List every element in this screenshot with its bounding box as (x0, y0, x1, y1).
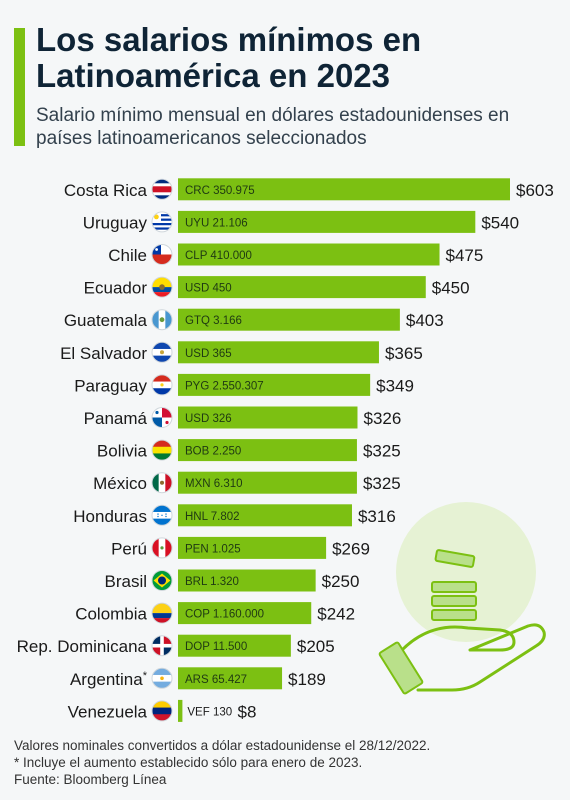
local-currency-label: PEN 1.025 (185, 543, 241, 555)
chart-subtitle: Salario mínimo mensual en dólares estado… (36, 105, 510, 149)
category-label: Rep. Dominicana (17, 637, 148, 656)
value-label: $325 (363, 442, 401, 461)
flag-bolivia-icon (152, 440, 172, 461)
value-label: $325 (363, 474, 401, 493)
flag-peru-icon (152, 537, 172, 558)
value-label: $403 (406, 311, 444, 330)
value-label: $205 (297, 637, 335, 656)
bar (178, 699, 183, 722)
bar (178, 308, 400, 331)
value-label: $242 (317, 605, 355, 624)
flag-brasil-icon (152, 570, 172, 591)
local-currency-label: USD 450 (185, 283, 232, 295)
bar (178, 634, 291, 657)
bar (178, 243, 440, 266)
bar (178, 667, 283, 690)
flag-honduras-icon (152, 505, 172, 526)
category-label: Bolivia (97, 442, 148, 461)
bar (178, 178, 510, 201)
value-label: $269 (332, 539, 370, 558)
bar (178, 276, 426, 299)
value-label: $540 (481, 213, 519, 232)
local-currency-label: USD 365 (185, 348, 232, 360)
footnote-conversion: Valores nominales convertidos a dólar es… (14, 738, 431, 753)
category-label: Costa Rica (64, 181, 148, 200)
local-currency-label: COP 1.160.000 (185, 609, 264, 621)
category-label: Argentina* (70, 670, 148, 689)
category-label: Guatemala (64, 311, 148, 330)
category-label: Venezuela (68, 702, 148, 721)
category-label: Perú (111, 539, 147, 558)
value-label: $365 (385, 344, 423, 363)
flag-colombia-icon (152, 603, 172, 624)
flag-el-salvador-icon (152, 342, 172, 363)
category-label: Brasil (104, 572, 147, 591)
flag-chile-icon (152, 244, 172, 265)
flag-guatemala-icon (152, 309, 172, 330)
title-accent-bar (14, 28, 25, 146)
footnote-argentina: * Incluye el aumento establecido sólo pa… (14, 755, 363, 770)
category-label: El Salvador (60, 344, 147, 363)
category-label: Honduras (73, 507, 147, 526)
bar (178, 341, 379, 364)
local-currency-label: CLP 410.000 (185, 250, 252, 262)
bar (178, 602, 312, 625)
value-label: $349 (376, 376, 414, 395)
value-label: $450 (432, 279, 470, 298)
local-currency-label: HNL 7.802 (185, 511, 240, 523)
local-currency-label: UYU 21.106 (185, 217, 248, 229)
value-label: $475 (446, 246, 484, 265)
bar (178, 536, 327, 559)
value-label: $250 (322, 572, 360, 591)
value-label: $326 (363, 409, 401, 428)
value-label: $8 (238, 702, 257, 721)
category-label: Chile (108, 246, 147, 265)
local-currency-label: CRC 350.975 (185, 185, 255, 197)
local-currency-label: PYG 2.550.307 (185, 380, 264, 392)
flag-costa-rica-icon (152, 179, 172, 200)
flag-mexico-icon (152, 472, 172, 493)
bar-chart: Costa Rica CRC 350.975 $603 Uruguay UYU 21.1… (17, 178, 554, 722)
bar (178, 406, 358, 429)
category-label: Colombia (75, 605, 147, 624)
category-label: Paraguay (74, 376, 147, 395)
flag-panama-icon (152, 407, 172, 428)
local-currency-label: USD 326 (185, 413, 232, 425)
flag-paraguay-icon (152, 374, 172, 395)
local-currency-label: GTQ 3.166 (185, 315, 242, 327)
flag-rep-dominicana-icon (152, 635, 172, 656)
value-label: $316 (358, 507, 396, 526)
chart-title: Los salarios mínimos en Latinoamérica en… (36, 21, 422, 94)
category-label: México (93, 474, 147, 493)
flag-venezuela-icon (152, 700, 172, 721)
bar (178, 439, 357, 462)
bar (178, 210, 476, 233)
flag-argentina-icon (152, 668, 172, 689)
local-currency-label: ARS 65.427 (185, 674, 247, 686)
bar (178, 471, 357, 494)
bar (178, 569, 316, 592)
flag-uruguay-icon (152, 211, 172, 232)
category-label: Panamá (84, 409, 148, 428)
local-currency-label: MXN 6.310 (185, 478, 243, 490)
category-label: Uruguay (83, 213, 148, 232)
local-currency-label: VEF 130 (187, 706, 232, 718)
local-currency-label: DOP 11.500 (185, 641, 247, 653)
footnotes: Valores nominales convertidos a dólar es… (14, 737, 559, 788)
local-currency-label: BRL 1.320 (185, 576, 239, 588)
flag-ecuador-icon (152, 277, 172, 298)
hand-coins-icon (378, 502, 546, 695)
value-label: $189 (288, 670, 326, 689)
bar (178, 373, 371, 396)
footnote-source: Fuente: Bloomberg Línea (14, 772, 167, 787)
local-currency-label: BOB 2.250 (185, 446, 241, 458)
bar (178, 504, 352, 527)
value-label: $603 (516, 181, 554, 200)
category-label: Ecuador (84, 279, 148, 298)
